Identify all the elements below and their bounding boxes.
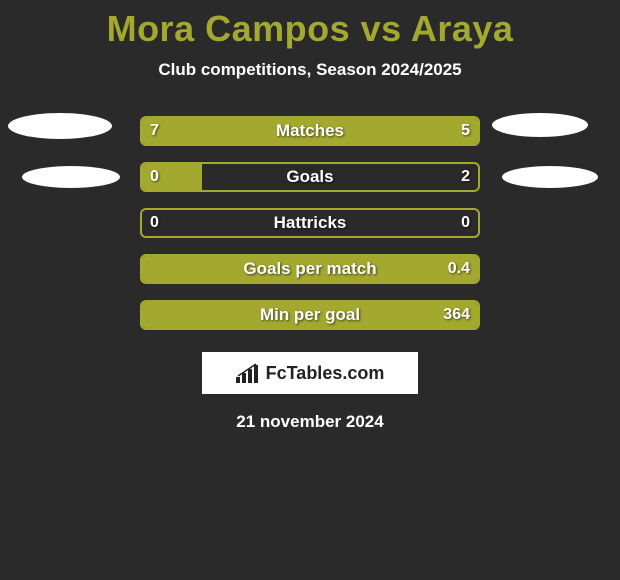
source-logo: FcTables.com <box>202 352 418 394</box>
player-marker <box>492 113 588 137</box>
value-right: 0.4 <box>448 256 470 282</box>
bar-track: 0.4Goals per match <box>140 254 480 284</box>
bar-fill-left <box>142 118 478 144</box>
value-right: 5 <box>461 118 470 144</box>
value-right: 364 <box>443 302 470 328</box>
value-left: 0 <box>150 210 159 236</box>
bar-track: 0 0Hattricks <box>140 208 480 238</box>
player-marker <box>502 166 598 188</box>
stat-row: 0.4Goals per match <box>0 246 620 292</box>
bar-fill-left <box>142 256 478 282</box>
player-marker <box>8 113 112 139</box>
bar-fill-left <box>142 302 478 328</box>
value-right: 2 <box>461 164 470 190</box>
comparison-chart: 75Matches02Goals00Hattricks0.4Goals per … <box>0 108 620 338</box>
bar-track: 02Goals <box>140 162 480 192</box>
snapshot-date: 21 november 2024 <box>236 412 383 432</box>
bar-track: 364Min per goal <box>140 300 480 330</box>
value-left: 0 <box>150 164 159 190</box>
stat-row: 0 0Hattricks <box>0 200 620 246</box>
value-left: 7 <box>150 118 159 144</box>
page-title: Mora Campos vs Araya <box>107 8 514 50</box>
bar-chart-icon <box>236 363 260 383</box>
value-right: 0 <box>461 210 470 236</box>
page-subtitle: Club competitions, Season 2024/2025 <box>158 60 461 80</box>
comparison-infographic: Mora Campos vs Araya Club competitions, … <box>0 0 620 580</box>
stat-label: Hattricks <box>142 210 478 236</box>
stat-row: 364Min per goal <box>0 292 620 338</box>
source-logo-text: FcTables.com <box>266 363 385 384</box>
player-marker <box>22 166 120 188</box>
bar-track: 75Matches <box>140 116 480 146</box>
